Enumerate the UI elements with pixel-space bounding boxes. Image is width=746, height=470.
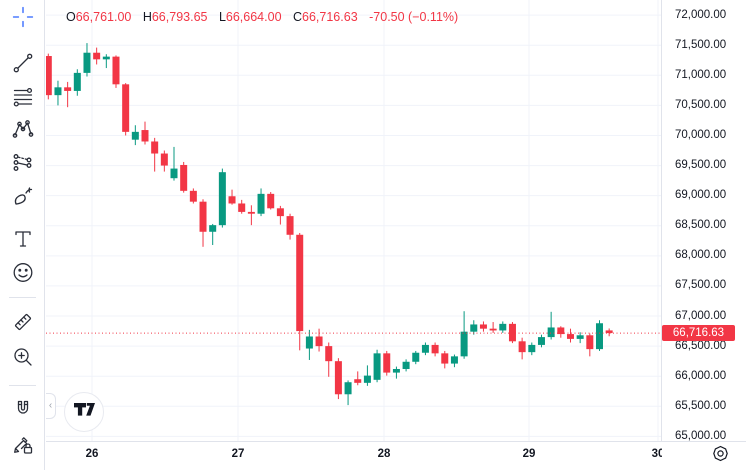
price-axis-label: 69,500.00 [675,159,727,172]
brush-icon [9,183,37,214]
magnet-tool-button[interactable] [8,396,38,424]
time-axis-label: 30 [651,448,662,460]
measure-tool-button[interactable] [8,309,38,337]
price-axis-label: 67,500.00 [675,279,727,292]
drawing-toolbar [0,0,45,470]
text-icon [9,225,37,256]
price-axis-label: 65,500.00 [675,399,727,412]
price-axis-label: 67,000.00 [675,309,727,322]
high-value: 66,793.65 [151,10,208,24]
magnet-icon [9,395,37,426]
price-axis-label: 65,000.00 [675,429,727,442]
panel-collapse-button[interactable]: ‹ [46,393,56,419]
high-label: H [142,10,152,24]
axis-settings-button[interactable] [707,444,733,466]
pattern-icon [9,115,37,146]
close-label: C [293,10,303,24]
price-axis-label: 71,500.00 [675,38,727,51]
emoji-tool-button[interactable] [8,259,38,287]
time-axis-separator [46,441,746,442]
time-axis-label: 27 [231,448,245,460]
price-axis-label: 68,000.00 [675,249,727,262]
time-axis[interactable]: 26 27 28 29 30 [46,442,662,470]
crosshair-icon [9,3,37,34]
smiley-icon [9,258,37,289]
price-axis-label: 71,000.00 [675,68,727,81]
zoom-in-tool-button[interactable] [8,344,38,372]
text-tool-button[interactable] [8,226,38,254]
pattern-tool-button[interactable] [8,116,38,144]
change-value: -70.50 (−0.11%) [369,10,459,24]
price-axis-label: 68,500.00 [675,219,727,232]
lock-drawings-tool-button[interactable] [8,431,38,459]
crosshair-tool-button[interactable] [8,4,38,32]
time-axis-label: 29 [522,448,536,460]
trend-line-tool-button[interactable] [8,50,38,78]
gear-icon [712,445,729,465]
chart-canvas [46,0,662,441]
brush-tool-button[interactable] [8,184,38,212]
price-axis-separator [661,0,662,441]
close-value: 66,716.63 [302,10,358,24]
price-axis[interactable]: 72,000.00 71,500.00 71,000.00 70,500.00 70,0… [662,0,746,442]
price-axis-label: 70,000.00 [675,128,727,141]
tradingview-logo[interactable] [64,392,104,432]
toolbar-divider [9,297,36,298]
trend-line-icon [9,49,37,80]
price-axis-label: 66,500.00 [675,339,727,352]
ohlc-legend: O66,761.00 H66,793.65 L66,664.00 C66,716… [66,9,458,25]
price-axis-label: 66,000.00 [675,369,727,382]
pencil-lock-icon [9,430,37,461]
price-axis-label: 70,500.00 [675,98,727,111]
ruler-icon [9,308,37,339]
current-price-tag: 66,716.63 [662,325,735,342]
time-axis-label: 28 [377,448,391,460]
candlestick-chart[interactable] [46,0,662,441]
magnifier-plus-icon [9,343,37,374]
horizontal-lines-icon [9,82,37,113]
price-axis-label: 72,000.00 [675,8,727,21]
tradingview-logo-icon [73,402,95,422]
price-axis-label: 69,000.00 [675,189,727,202]
time-axis-label: 26 [85,448,99,460]
low-value: 66,664.00 [225,10,282,24]
fib-retracement-tool-button[interactable] [8,83,38,111]
forecast-tool-button[interactable] [8,149,38,177]
low-label: L [218,10,226,24]
forecast-icon [9,148,37,179]
toolbar-divider [9,385,36,386]
open-value: 66,761.00 [75,10,132,24]
open-label: O [66,10,76,24]
